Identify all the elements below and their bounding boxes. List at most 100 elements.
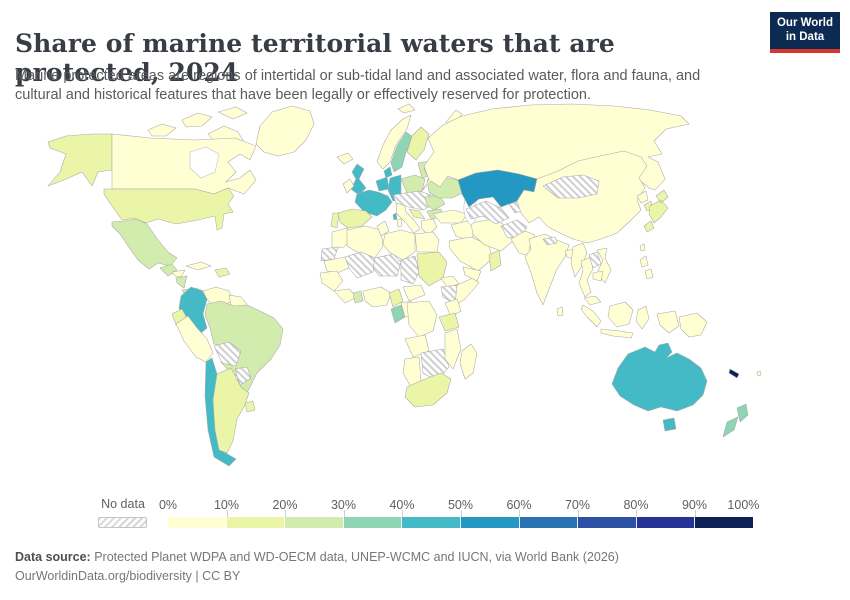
legend-tick-label: 0% bbox=[158, 498, 178, 512]
country-iceland[interactable] bbox=[336, 152, 354, 165]
country-finland[interactable] bbox=[406, 126, 430, 161]
country-cuba[interactable] bbox=[185, 261, 212, 271]
country-malaysia[interactable] bbox=[583, 295, 602, 306]
legend-segment-40-50%[interactable] bbox=[401, 517, 460, 528]
country-mauritania[interactable] bbox=[323, 256, 352, 274]
legend-segment-30-40%[interactable] bbox=[342, 517, 402, 528]
country-greenland[interactable] bbox=[255, 105, 315, 157]
country-north-korea[interactable] bbox=[636, 190, 649, 204]
country-kenya[interactable] bbox=[444, 298, 462, 318]
country-niger[interactable] bbox=[372, 253, 402, 277]
country-tanzania[interactable] bbox=[438, 312, 460, 332]
country-philippines[interactable] bbox=[639, 255, 654, 280]
country-denmark[interactable] bbox=[383, 166, 393, 179]
country-sudan[interactable] bbox=[416, 251, 448, 287]
country-oman[interactable] bbox=[488, 249, 502, 272]
country-mozambique[interactable] bbox=[444, 328, 462, 370]
country-bolivia[interactable] bbox=[213, 341, 242, 367]
owid-logo-line2: in Data bbox=[785, 30, 825, 43]
country-sardinia[interactable] bbox=[396, 218, 403, 228]
country-japan[interactable] bbox=[643, 189, 669, 233]
country-cameroon[interactable] bbox=[388, 288, 404, 308]
country-india[interactable] bbox=[524, 233, 570, 306]
country-libya[interactable] bbox=[382, 229, 416, 261]
country-indonesia[interactable] bbox=[580, 301, 680, 339]
country-turkey[interactable] bbox=[432, 209, 468, 224]
country-mali[interactable] bbox=[344, 251, 376, 279]
country-chile[interactable] bbox=[204, 357, 237, 467]
country-portugal[interactable] bbox=[330, 212, 340, 229]
country-nicaragua[interactable] bbox=[175, 275, 188, 289]
country-fiji[interactable] bbox=[756, 370, 762, 377]
country-alaska[interactable] bbox=[47, 133, 113, 187]
country-taiwan[interactable] bbox=[639, 243, 646, 252]
owid-link[interactable]: OurWorldinData.org/biodiversity bbox=[15, 569, 192, 584]
country-ireland[interactable] bbox=[342, 178, 355, 194]
country-nigeria[interactable] bbox=[362, 286, 392, 308]
country-tunisia[interactable] bbox=[376, 220, 390, 237]
country-norway[interactable] bbox=[376, 114, 412, 170]
country-united-kingdom[interactable] bbox=[350, 163, 367, 196]
legend-segment-10-20%[interactable] bbox=[225, 517, 285, 528]
legend-tick-label: 30% bbox=[330, 498, 357, 512]
world-map[interactable] bbox=[0, 100, 850, 495]
legend-segment-70-80%[interactable] bbox=[577, 517, 636, 528]
country-algeria[interactable] bbox=[346, 225, 384, 259]
page-title: Share of marine territorial waters that … bbox=[15, 28, 615, 87]
country-somalia[interactable] bbox=[454, 277, 480, 306]
country-myanmar[interactable] bbox=[570, 242, 588, 278]
country-chad[interactable] bbox=[400, 255, 420, 285]
country-nepal[interactable] bbox=[542, 236, 558, 246]
legend-segment-20-30%[interactable] bbox=[284, 517, 343, 528]
country-yemen[interactable] bbox=[462, 266, 482, 282]
country-dr-congo[interactable] bbox=[406, 300, 438, 338]
country-senegal-guinea[interactable] bbox=[319, 270, 344, 292]
country-peru[interactable] bbox=[175, 315, 214, 363]
country-paraguay[interactable] bbox=[234, 366, 252, 386]
country-central-african[interactable] bbox=[402, 284, 426, 302]
country-spain[interactable] bbox=[337, 208, 373, 229]
country-croatia[interactable] bbox=[408, 208, 426, 220]
country-canada[interactable] bbox=[111, 133, 257, 195]
country-papua-new-guinea[interactable] bbox=[678, 312, 708, 338]
country-new-caledonia[interactable] bbox=[728, 368, 740, 379]
country-egypt[interactable] bbox=[414, 231, 440, 253]
country-united-states[interactable] bbox=[103, 187, 235, 231]
country-france[interactable] bbox=[354, 189, 393, 217]
country-south-africa[interactable] bbox=[404, 372, 452, 408]
country-tasmania[interactable] bbox=[662, 417, 677, 432]
country-guatemala[interactable] bbox=[159, 263, 178, 277]
country-uruguay[interactable] bbox=[244, 400, 256, 413]
legend-segment-60-70%[interactable] bbox=[518, 517, 578, 528]
country-argentina[interactable] bbox=[212, 367, 250, 454]
country-poland[interactable] bbox=[400, 174, 426, 194]
country-uzbek-turkmen[interactable] bbox=[465, 200, 510, 225]
country-sri-lanka[interactable] bbox=[556, 306, 564, 317]
country-greece[interactable] bbox=[420, 218, 438, 236]
country-pakistan[interactable] bbox=[510, 230, 536, 258]
country-angola[interactable] bbox=[404, 334, 430, 358]
legend-tick-mark bbox=[402, 510, 403, 517]
legend-segment-0-10%[interactable] bbox=[168, 517, 226, 528]
legend-color-bar bbox=[168, 517, 753, 528]
country-corsica[interactable] bbox=[392, 212, 398, 221]
country-mexico[interactable] bbox=[111, 218, 178, 270]
country-new-zealand[interactable] bbox=[722, 403, 749, 438]
data-source-line: Data source: Protected Planet WDPA and W… bbox=[15, 548, 619, 567]
country-australia[interactable] bbox=[611, 342, 708, 412]
country-ghana[interactable] bbox=[352, 290, 364, 304]
country-cambodia[interactable] bbox=[592, 270, 604, 282]
legend-tick-label: 40% bbox=[389, 498, 415, 512]
license-line: OurWorldinData.org/biodiversity | CC BY bbox=[15, 567, 619, 586]
country-hispaniola[interactable] bbox=[214, 267, 231, 278]
country-mongolia[interactable] bbox=[542, 174, 600, 199]
country-netherlands-belgium[interactable] bbox=[375, 176, 390, 192]
legend-no-data-swatch[interactable] bbox=[98, 517, 147, 528]
country-svalbard[interactable] bbox=[397, 103, 416, 114]
legend-segment-50-60%[interactable] bbox=[459, 517, 519, 528]
legend-segment-90-100%[interactable] bbox=[694, 517, 753, 528]
owid-logo[interactable]: Our World in Data bbox=[770, 12, 840, 53]
legend-segment-80-90%[interactable] bbox=[635, 517, 695, 528]
country-saudi-arabia[interactable] bbox=[448, 236, 493, 272]
country-madagascar[interactable] bbox=[459, 343, 478, 380]
